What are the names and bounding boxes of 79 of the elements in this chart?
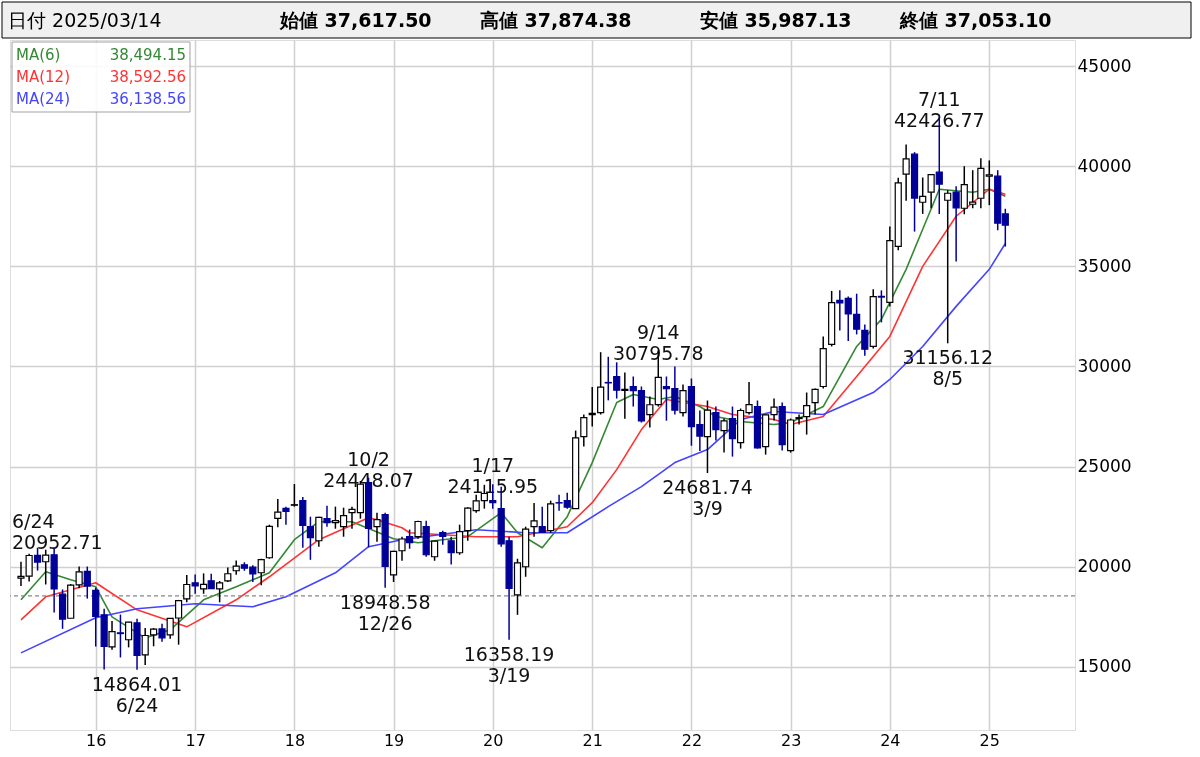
annotation: 1/17 24115.95 — [447, 454, 539, 498]
candlestick — [290, 483, 298, 508]
candlestick — [200, 572, 208, 595]
candlestick — [803, 391, 811, 436]
candlestick — [257, 558, 265, 586]
candlestick — [42, 548, 50, 586]
x-tick-label: 19 — [383, 730, 405, 750]
candlestick — [712, 405, 720, 442]
candlestick — [274, 498, 282, 529]
candlestick — [83, 565, 91, 600]
y-tick-label: 35000 — [1077, 255, 1132, 276]
candlestick — [919, 176, 927, 215]
candlestick — [282, 505, 290, 526]
y-tick-label: 20000 — [1077, 556, 1132, 577]
candlestick — [158, 622, 166, 643]
y-tick-label: 15000 — [1077, 656, 1132, 677]
annotation: 16358.19 3/19 — [463, 642, 555, 686]
candlestick — [191, 573, 199, 595]
candlestick — [456, 523, 464, 556]
text: MA(6) — [16, 46, 61, 64]
y-tick-label: 40000 — [1077, 155, 1132, 176]
candlestick — [464, 506, 472, 542]
text: 高値 37,874.38 — [480, 9, 632, 31]
text: MA(12) — [16, 68, 70, 86]
candlestick — [861, 323, 869, 357]
candlestick — [679, 383, 687, 418]
x-tick-label: 18 — [284, 730, 306, 750]
candlestick — [836, 289, 844, 332]
candlestick — [720, 417, 728, 454]
candlestick — [306, 515, 315, 561]
y-tick-label: 30000 — [1077, 355, 1132, 376]
text: 安値 35,987.13 — [700, 9, 852, 31]
annotation: 24681.74 3/9 — [662, 475, 753, 519]
candlestick — [389, 549, 398, 583]
candlestick — [183, 574, 191, 604]
x-tick-label: 23 — [780, 730, 802, 750]
text: 始値 37,617.50 — [279, 9, 432, 31]
x-tick-label: 17 — [185, 730, 206, 750]
annotation: 18948.58 12/26 — [339, 590, 431, 634]
annotation: 38,494.15 — [109, 46, 186, 64]
candlestick — [952, 185, 960, 263]
candlestick — [216, 580, 224, 604]
x-tick-label: 21 — [582, 730, 603, 750]
x-tick-label: 20 — [483, 730, 504, 750]
candlestick — [927, 173, 935, 209]
candlestick — [398, 535, 406, 562]
annotation: 7/11 42426.77 — [893, 87, 985, 131]
annotation: 36,138.56 — [109, 90, 186, 108]
candlestick — [728, 405, 737, 458]
candlestick — [125, 621, 133, 649]
annotation: 9/14 30795.78 — [612, 320, 704, 364]
x-tick-label: 22 — [681, 730, 703, 750]
annotation: 6/24 20952.71 — [12, 509, 103, 553]
x-tick-label: 16 — [86, 730, 107, 750]
candlestick — [406, 528, 414, 550]
candlestick — [580, 413, 588, 448]
candlestick — [902, 143, 910, 202]
x-tick-label: 25 — [979, 730, 1000, 750]
annotation: 38,592.56 — [109, 68, 186, 86]
candlestick — [646, 395, 654, 429]
candlestick — [811, 387, 819, 416]
candlestick — [795, 413, 803, 426]
y-tick-label: 45000 — [1077, 55, 1132, 76]
candlestick — [944, 189, 952, 345]
text: 終値 37,053.10 — [899, 9, 1052, 31]
y-tick-label: 25000 — [1077, 456, 1132, 477]
candlestick — [116, 613, 125, 659]
chart-title: 日付 2025/03/14 — [8, 9, 162, 31]
candlestick — [447, 535, 455, 566]
annotation: 14864.01 6/24 — [91, 672, 183, 716]
candlestick — [530, 502, 538, 538]
candlestick — [877, 289, 885, 324]
x-tick-label: 24 — [880, 730, 901, 750]
candlestick — [373, 511, 381, 543]
candlestick — [323, 504, 331, 528]
candlestick — [315, 515, 323, 548]
candlestick — [538, 505, 546, 534]
candlestick — [108, 620, 116, 651]
text: MA(24) — [16, 90, 70, 108]
